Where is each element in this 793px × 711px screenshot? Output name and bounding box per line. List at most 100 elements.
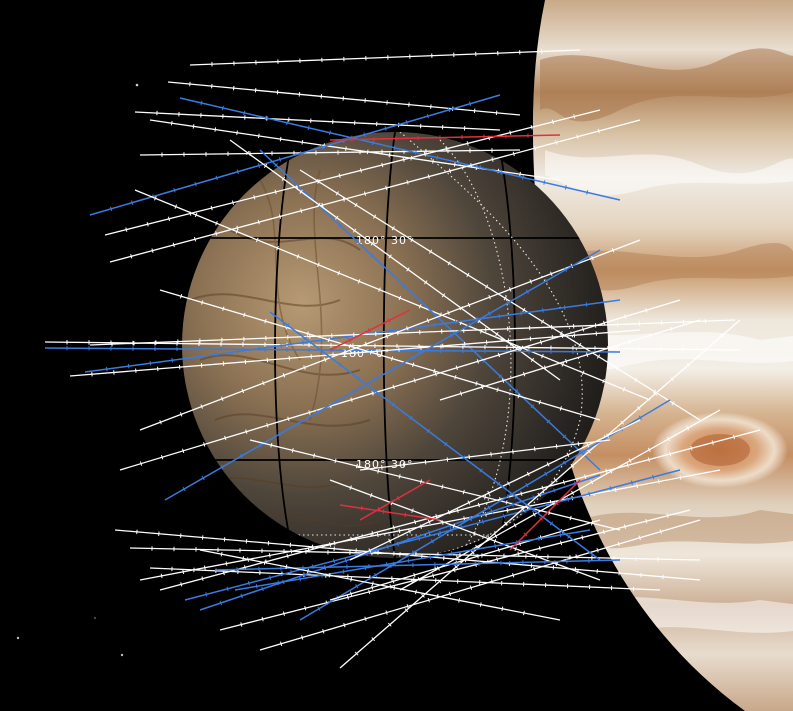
track-tick [168, 217, 169, 221]
track-tick [305, 606, 306, 610]
track-tick [107, 367, 108, 371]
track-tick [382, 465, 383, 469]
track-tick [469, 455, 470, 459]
track-tick [287, 121, 288, 125]
track-tick [502, 607, 503, 611]
track-tick [372, 581, 373, 585]
track-tick [202, 577, 203, 581]
track-tick [521, 311, 522, 315]
track-tick [367, 150, 368, 154]
flyby-track [168, 82, 520, 115]
track-tick [183, 570, 184, 574]
track-tick [597, 548, 598, 552]
track-tick [408, 559, 409, 563]
track-tick [227, 587, 228, 591]
track-tick [256, 584, 257, 588]
track-tick [538, 537, 539, 541]
track-tick [543, 308, 544, 312]
track-tick [578, 442, 579, 446]
track-tick [394, 586, 395, 590]
track-tick [470, 586, 471, 590]
track-tick [173, 243, 174, 247]
track-tick [126, 227, 127, 231]
track-tick [428, 598, 429, 602]
track-tick [491, 452, 492, 456]
track-tick [430, 555, 431, 559]
track-tick [365, 617, 366, 621]
track-tick [222, 106, 223, 110]
star [94, 617, 96, 619]
track-tick [110, 207, 111, 211]
track-tick [287, 554, 288, 558]
track-tick [524, 611, 525, 615]
track-tick [510, 131, 511, 135]
track-tick [351, 577, 352, 581]
track-tick [140, 462, 141, 466]
track-tick [433, 159, 434, 163]
track-tick [171, 121, 172, 125]
track-tick [264, 560, 265, 564]
track-tick [427, 114, 428, 118]
track-tick [361, 506, 362, 510]
track-tick [425, 460, 426, 464]
track-tick [259, 134, 260, 138]
track-tick [215, 127, 216, 131]
track-tick [518, 552, 519, 556]
track-tick [183, 449, 184, 453]
track-tick [513, 152, 514, 156]
track-tick [564, 305, 565, 309]
track-tick [237, 131, 238, 135]
track-tick [280, 137, 281, 141]
track-tick [586, 302, 587, 306]
track-tick [513, 449, 514, 453]
flyby-track [135, 112, 500, 130]
track-tick [201, 101, 202, 105]
track-tick [220, 601, 221, 605]
track-tick [232, 201, 233, 205]
track-tick [459, 598, 460, 602]
track-tick [194, 355, 195, 359]
track-tick [434, 323, 435, 327]
track-tick [498, 548, 499, 552]
track-tick [495, 544, 496, 548]
track-tick [180, 294, 181, 298]
track-tick [343, 569, 344, 573]
track-tick [513, 573, 514, 577]
track-tick [161, 455, 162, 459]
track-tick [300, 577, 301, 581]
track-tick [291, 549, 292, 553]
track-tick [406, 120, 407, 124]
track-tick [369, 590, 370, 594]
track-tick [347, 595, 348, 599]
track-tick [204, 442, 205, 446]
track-tick [258, 163, 259, 167]
track-tick [449, 592, 450, 596]
track-tick [270, 576, 271, 580]
track-tick [161, 574, 162, 578]
track-tick [407, 604, 408, 608]
track-tick [454, 162, 455, 166]
track-tick [241, 594, 242, 598]
track-tick [204, 566, 205, 570]
track-tick [333, 559, 334, 563]
track-tick [344, 623, 345, 627]
track-tick [281, 343, 282, 347]
track-tick [546, 503, 547, 507]
track-tick [499, 314, 500, 318]
track-tick [147, 222, 148, 226]
track-tick [385, 126, 386, 130]
track-tick [152, 248, 153, 252]
track-tick [330, 131, 331, 135]
track-tick [248, 581, 249, 585]
track-tick [302, 635, 303, 639]
track-tick [280, 642, 281, 646]
track-tick [259, 346, 260, 350]
track-tick [195, 182, 196, 186]
track-tick [539, 546, 540, 550]
track-tick [386, 610, 387, 614]
track-tick [570, 516, 571, 520]
track-tick [262, 617, 263, 621]
track-tick [567, 497, 568, 501]
